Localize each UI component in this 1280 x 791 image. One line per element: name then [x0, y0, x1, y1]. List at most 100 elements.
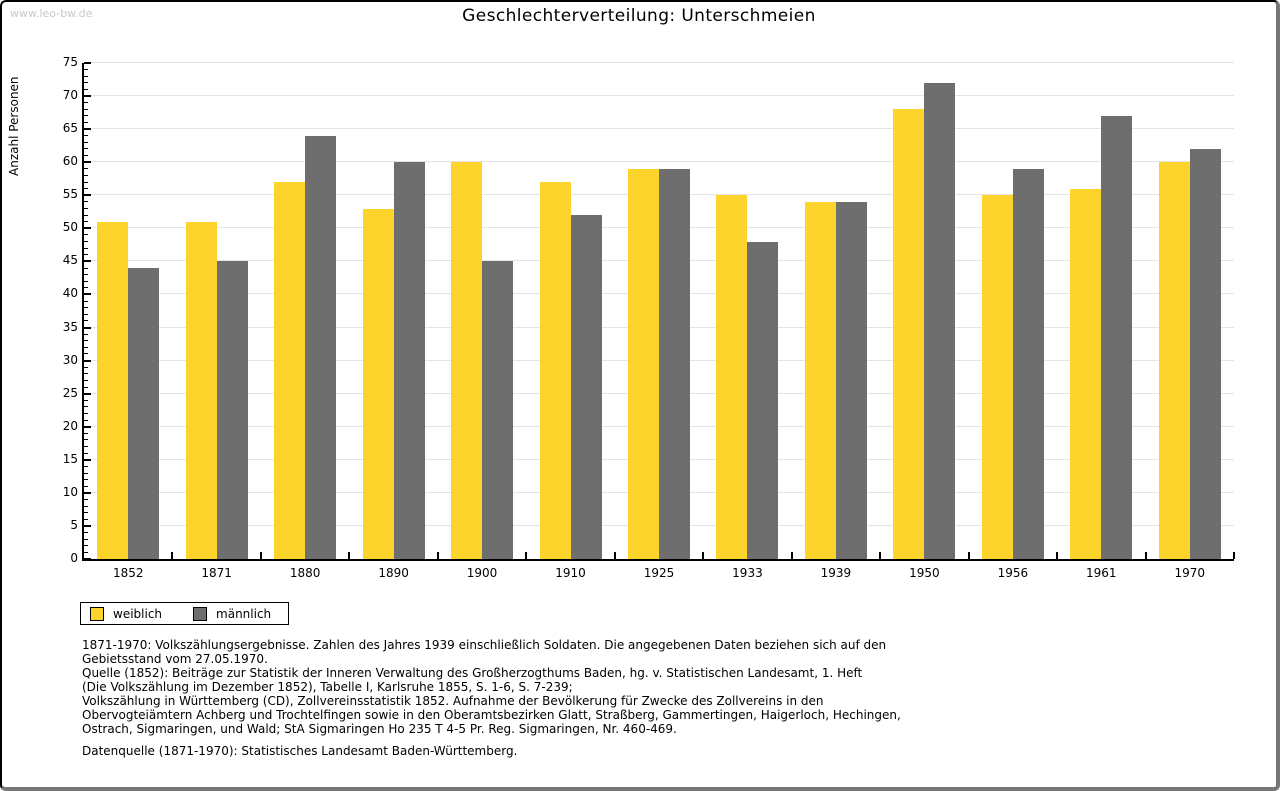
y-minor-tick	[84, 280, 88, 282]
y-major-tick	[84, 392, 91, 395]
y-minor-tick	[84, 168, 88, 170]
y-tick-label: 0	[70, 551, 78, 565]
y-axis-title: Anzahl Personen	[7, 76, 21, 176]
x-tick-label: 1933	[732, 566, 763, 580]
y-major-tick	[84, 293, 91, 296]
footnote-line: Ostrach, Sigmaringen, und Wald; StA Sigm…	[82, 722, 677, 736]
y-minor-tick	[84, 108, 88, 110]
x-boundary-tick	[348, 552, 351, 559]
x-tick-label: 1852	[112, 566, 144, 580]
y-minor-tick	[84, 234, 88, 236]
bar-männlich-1910	[570, 215, 602, 559]
y-minor-tick	[84, 75, 88, 77]
gridline	[84, 95, 1234, 97]
gridline	[84, 161, 1234, 163]
y-minor-tick	[84, 307, 88, 309]
x-tick-label: 1956	[997, 566, 1029, 580]
page-title: Geschlechterverteilung: Unterschmeien	[462, 6, 816, 26]
y-major-tick	[84, 62, 91, 64]
x-tick-label: 1925	[643, 566, 675, 580]
bar-männlich-1925	[659, 168, 690, 559]
y-tick-label: 65	[62, 121, 78, 136]
x-tick-label: 1950	[909, 566, 940, 580]
y-tick-label: 5	[70, 517, 78, 532]
y-tick-label: 20	[62, 418, 78, 433]
y-minor-tick	[84, 82, 88, 84]
y-minor-tick	[84, 241, 88, 243]
y-minor-tick	[84, 505, 88, 507]
y-minor-tick	[84, 267, 88, 269]
x-boundary-tick	[1233, 552, 1235, 559]
y-minor-tick	[84, 452, 88, 454]
y-minor-tick	[84, 479, 88, 481]
y-major-tick	[84, 359, 91, 362]
y-tick-label: 50	[62, 220, 78, 235]
y-minor-tick	[84, 379, 88, 381]
y-tick-label: 45	[62, 253, 78, 268]
bar-männlich-1933	[747, 241, 779, 559]
bar-männlich-1900	[482, 261, 514, 559]
footnote-line: Volkszählung in Württemberg (CD), Zollve…	[82, 694, 824, 708]
y-minor-tick	[84, 274, 88, 276]
y-minor-tick	[84, 346, 88, 348]
legend-item-maennlich: männlich	[193, 606, 271, 621]
footnote-line: Obervogteiämtern Achberg und Trochtelfin…	[82, 708, 901, 722]
y-major-tick	[84, 128, 91, 131]
y-major-tick	[84, 458, 91, 461]
y-minor-tick	[84, 155, 88, 157]
legend-item-weiblich: weiblich	[90, 606, 163, 621]
y-minor-tick	[84, 201, 88, 203]
y-tick-label: 10	[62, 484, 78, 499]
plot-area	[82, 62, 1235, 561]
y-minor-tick	[84, 532, 88, 534]
bar-männlich-1871	[216, 261, 248, 559]
y-tick-label: 75	[62, 55, 78, 69]
y-minor-tick	[84, 102, 88, 104]
y-tick-label: 15	[62, 451, 78, 466]
y-minor-tick	[84, 512, 88, 514]
y-minor-tick	[84, 446, 88, 448]
x-boundary-tick	[1056, 552, 1059, 559]
y-major-tick	[84, 95, 91, 98]
y-minor-tick	[84, 148, 88, 150]
bar-männlich-1961	[1101, 115, 1133, 559]
y-minor-tick	[84, 498, 88, 500]
y-minor-tick	[84, 88, 88, 90]
x-boundary-tick	[967, 552, 970, 559]
y-minor-tick	[84, 333, 88, 335]
bar-männlich-1970	[1189, 148, 1221, 559]
y-tick-label: 40	[62, 286, 78, 301]
bar-männlich-1956	[1012, 168, 1044, 559]
y-minor-tick	[84, 207, 88, 209]
bar-weiblich-1890	[362, 208, 394, 559]
y-minor-tick	[84, 518, 88, 520]
watermark: www.leo-bw.de	[10, 7, 93, 20]
y-minor-tick	[84, 122, 88, 124]
bar-weiblich-1880	[274, 182, 306, 559]
y-major-tick	[84, 260, 91, 263]
y-minor-tick	[84, 406, 88, 408]
x-tick-label: 1961	[1086, 566, 1117, 580]
y-tick-label: 55	[62, 187, 78, 202]
y-tick-label: 70	[62, 88, 78, 103]
y-minor-tick	[84, 181, 88, 183]
y-minor-tick	[84, 399, 88, 401]
y-major-tick	[84, 326, 91, 329]
bar-weiblich-1950	[893, 109, 925, 559]
legend: weiblich männlich	[80, 602, 290, 625]
x-boundary-tick	[259, 552, 262, 559]
y-minor-tick	[84, 465, 88, 467]
y-major-tick	[84, 491, 91, 494]
y-minor-tick	[84, 174, 88, 176]
y-minor-tick	[84, 485, 88, 487]
x-boundary-tick	[613, 552, 616, 559]
bar-weiblich-1900	[451, 162, 483, 559]
y-minor-tick	[84, 353, 88, 355]
y-minor-tick	[84, 188, 88, 190]
y-minor-tick	[84, 141, 88, 143]
footnote: 1871-1970: Volkszählungsergebnisse. Zahl…	[82, 638, 901, 758]
legend-label: weiblich	[113, 606, 163, 621]
y-tick-label: 25	[62, 385, 78, 400]
y-minor-tick	[84, 419, 88, 421]
